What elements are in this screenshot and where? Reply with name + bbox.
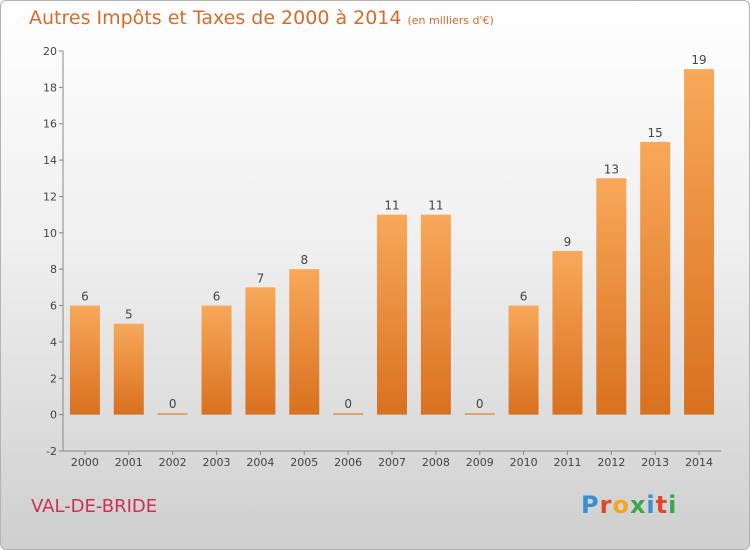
proxiti-logo[interactable]: Proxiti bbox=[581, 491, 677, 519]
data-label-2004: 7 bbox=[257, 271, 265, 285]
logo-letter: x bbox=[629, 491, 647, 519]
bar-2014 bbox=[684, 69, 715, 415]
chart-title: Autres Impôts et Taxes de 2000 à 2014 (en… bbox=[29, 7, 494, 29]
bar-2006 bbox=[333, 413, 364, 415]
data-label-2002: 0 bbox=[169, 397, 177, 411]
data-label-2000: 6 bbox=[81, 290, 89, 304]
y-tick-label: -2 bbox=[46, 445, 57, 458]
y-tick-label: 2 bbox=[50, 372, 57, 385]
data-label-2005: 8 bbox=[300, 253, 308, 267]
x-tick-label: 2005 bbox=[290, 456, 318, 469]
logo-letter: r bbox=[599, 491, 613, 519]
bars bbox=[69, 69, 715, 415]
x-tick-label: 2013 bbox=[641, 456, 669, 469]
y-tick-label: 14 bbox=[43, 154, 57, 167]
x-tick-label: 2004 bbox=[246, 456, 274, 469]
x-tick-label: 2006 bbox=[334, 456, 362, 469]
chart-title-text: Autres Impôts et Taxes de 2000 à 2014 bbox=[29, 7, 402, 29]
data-label-2003: 6 bbox=[213, 290, 221, 304]
data-label-2013: 15 bbox=[648, 126, 663, 140]
x-tick-label: 2007 bbox=[378, 456, 406, 469]
y-tick-label: 4 bbox=[50, 336, 57, 349]
x-tick-label: 2002 bbox=[159, 456, 187, 469]
data-label-2001: 5 bbox=[125, 308, 133, 322]
logo-letter: P bbox=[581, 491, 600, 519]
bar-2008 bbox=[420, 214, 451, 415]
data-labels: 6 5 0 6 7 8 0 11 11 0 6 9 13 15 19 bbox=[81, 53, 707, 411]
data-label-2007: 11 bbox=[384, 199, 399, 213]
data-label-2008: 11 bbox=[428, 199, 443, 213]
bar-2012 bbox=[596, 178, 627, 415]
bar-2011 bbox=[552, 251, 583, 415]
y-tick-label: 10 bbox=[43, 227, 57, 240]
x-tick-label: 2001 bbox=[115, 456, 143, 469]
commune-name: VAL-DE-BRIDE bbox=[31, 496, 158, 517]
x-tick-label: 2008 bbox=[422, 456, 450, 469]
logo-letter: o bbox=[612, 491, 630, 519]
data-label-2010: 6 bbox=[520, 290, 528, 304]
x-tick-label: 2014 bbox=[685, 456, 713, 469]
y-tick-label: 16 bbox=[43, 118, 57, 131]
bar-2013 bbox=[640, 141, 671, 415]
bar-2000 bbox=[69, 305, 100, 415]
x-tick-label: 2011 bbox=[553, 456, 581, 469]
data-label-2011: 9 bbox=[564, 235, 572, 249]
bar-2009 bbox=[464, 413, 495, 415]
y-tick-label: 8 bbox=[50, 263, 57, 276]
data-label-2009: 0 bbox=[476, 397, 484, 411]
y-tick-label: 0 bbox=[50, 409, 57, 422]
logo-letter: i bbox=[646, 491, 656, 519]
logo-letter: i bbox=[668, 491, 678, 519]
y-tick-label: 6 bbox=[50, 300, 57, 313]
axes: -2 0 2 4 6 8 10 12 14 16 18 20 2000 2001 2002 2003 2004 2… bbox=[43, 45, 721, 469]
x-tick-label: 2003 bbox=[203, 456, 231, 469]
bar-2010 bbox=[508, 305, 539, 415]
bar-2003 bbox=[201, 305, 232, 415]
logo-letter: t bbox=[655, 491, 669, 519]
data-label-2012: 13 bbox=[604, 162, 619, 176]
x-tick-label: 2010 bbox=[510, 456, 538, 469]
y-tick-label: 12 bbox=[43, 190, 57, 203]
data-label-2014: 19 bbox=[691, 53, 706, 67]
y-tick-label: 18 bbox=[43, 81, 57, 94]
data-label-2006: 0 bbox=[344, 397, 352, 411]
bar-2001 bbox=[113, 323, 144, 415]
bar-2005 bbox=[289, 269, 320, 415]
chart-title-unit: (en milliers d'€) bbox=[407, 14, 494, 27]
x-tick-label: 2000 bbox=[71, 456, 99, 469]
x-tick-label: 2012 bbox=[597, 456, 625, 469]
y-tick-label: 20 bbox=[43, 45, 57, 58]
x-tick-label: 2009 bbox=[466, 456, 494, 469]
bar-2002 bbox=[157, 413, 188, 415]
bar-2004 bbox=[245, 287, 276, 415]
bar-2007 bbox=[377, 214, 407, 415]
